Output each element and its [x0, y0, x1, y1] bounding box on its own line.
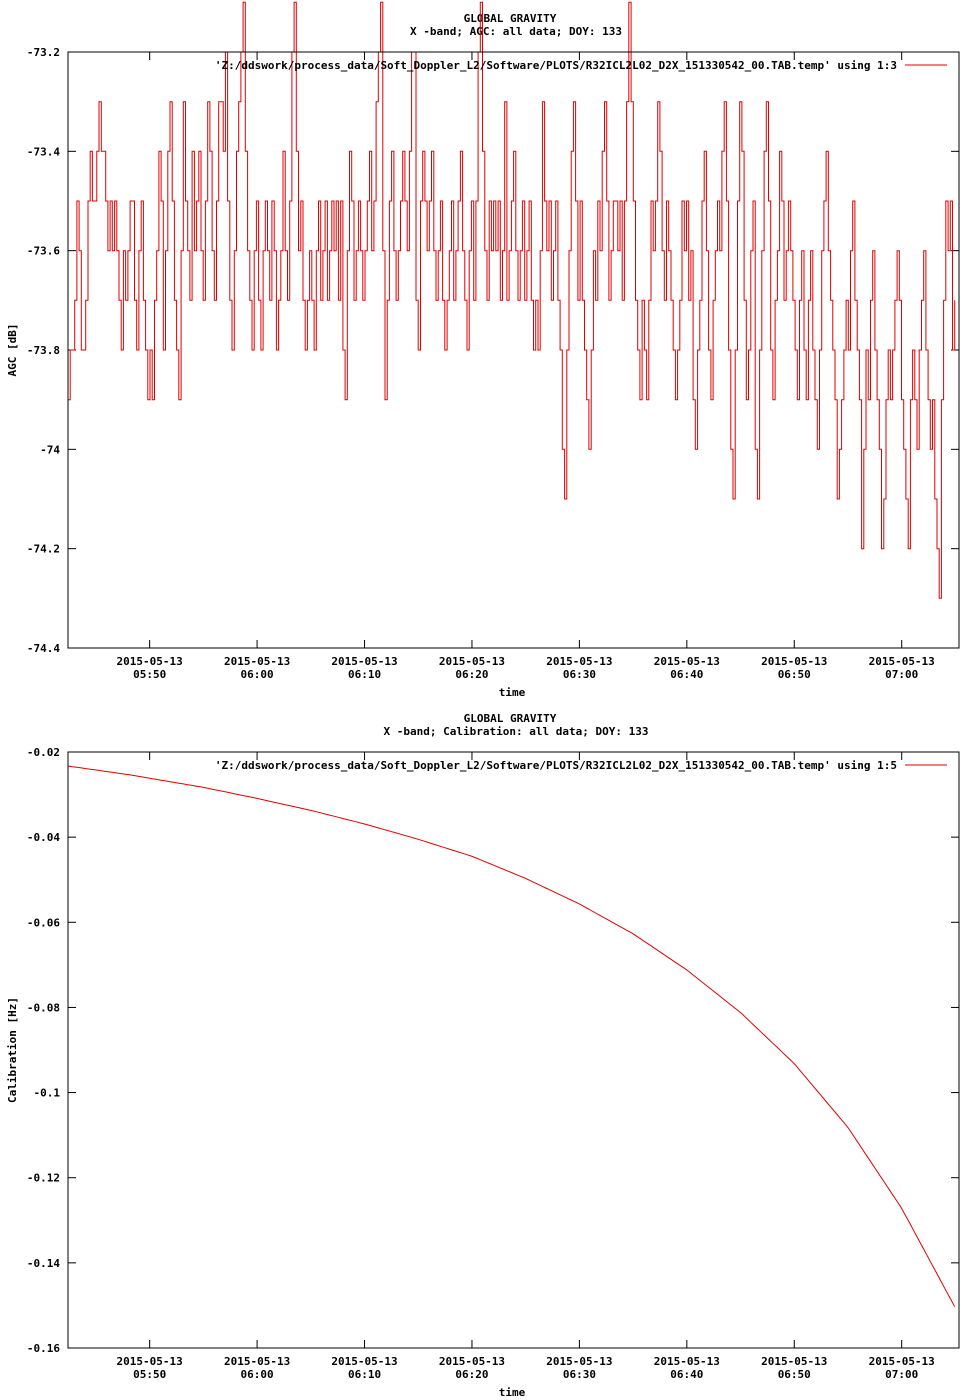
chart-title: GLOBAL GRAVITY — [464, 12, 557, 25]
series-line — [68, 1, 956, 599]
x-tick-time-label: 06:00 — [241, 1368, 274, 1381]
y-axis-label: AGC [dB] — [6, 324, 19, 377]
x-tick-time-label: 06:20 — [455, 1368, 488, 1381]
y-axis-label: Calibration [Hz] — [6, 997, 19, 1103]
y-tick-label: -0.08 — [27, 1001, 60, 1014]
chart-subtitle: X -band; Calibration: all data; DOY: 133 — [384, 725, 649, 738]
y-tick-label: -73.4 — [27, 145, 60, 158]
chart-title: GLOBAL GRAVITY — [464, 712, 557, 725]
agc-series — [68, 1, 956, 599]
x-tick-time-label: 06:00 — [241, 668, 274, 681]
y-tick-label: -0.06 — [27, 916, 60, 929]
x-tick-date-label: 2015-05-13 — [546, 1355, 612, 1368]
x-tick-date-label: 2015-05-13 — [224, 655, 290, 668]
y-tick-label: -0.1 — [34, 1087, 61, 1100]
x-ticks: 2015-05-1305:502015-05-1306:002015-05-13… — [117, 752, 935, 1381]
y-tick-label: -0.04 — [27, 831, 60, 844]
series-line — [67, 765, 956, 1307]
x-tick-date-label: 2015-05-13 — [439, 655, 505, 668]
x-tick-date-label: 2015-05-13 — [224, 1355, 290, 1368]
x-tick-time-label: 05:50 — [133, 668, 166, 681]
x-tick-date-label: 2015-05-13 — [546, 655, 612, 668]
y-tick-label: -0.14 — [27, 1257, 60, 1270]
x-tick-time-label: 06:20 — [455, 668, 488, 681]
y-tick-label: -73.2 — [27, 46, 60, 59]
x-tick-date-label: 2015-05-13 — [117, 1355, 183, 1368]
x-tick-time-label: 06:30 — [563, 1368, 596, 1381]
plot-frame — [67, 751, 960, 1349]
x-tick-time-label: 06:10 — [348, 668, 381, 681]
x-tick-date-label: 2015-05-13 — [439, 1355, 505, 1368]
y-ticks: -0.02 -0.04 -0.06 -0.08 -0.1 -0.12 -0.14 -0.16 — [27, 746, 959, 1355]
x-tick-date-label: 2015-05-13 — [117, 655, 183, 668]
x-tick-time-label: 05:50 — [133, 1368, 166, 1381]
agc-chart: GLOBAL GRAVITY X -band; AGC: all data; D… — [6, 1, 960, 699]
x-axis-label: time — [499, 1386, 526, 1399]
plot-frame — [67, 51, 960, 649]
x-tick-time-label: 06:10 — [348, 1368, 381, 1381]
chart-subtitle: X -band; AGC: all data; DOY: 133 — [410, 25, 622, 38]
x-tick-time-label: 06:40 — [670, 1368, 703, 1381]
y-tick-label: -74 — [40, 443, 60, 456]
x-axis-label: time — [499, 686, 526, 699]
y-tick-label: -74.4 — [27, 642, 60, 655]
x-tick-date-label: 2015-05-13 — [654, 1355, 720, 1368]
y-tick-label: -0.02 — [27, 746, 60, 759]
x-tick-time-label: 06:30 — [563, 668, 596, 681]
calibration-chart: GLOBAL GRAVITY X -band; Calibration: all… — [6, 712, 960, 1399]
x-tick-date-label: 2015-05-13 — [869, 655, 935, 668]
y-tick-label: -73.8 — [27, 344, 60, 357]
x-tick-time-label: 06:40 — [670, 668, 703, 681]
x-tick-time-label: 06:50 — [778, 1368, 811, 1381]
calibration-series — [67, 765, 956, 1307]
y-tick-label: -74.2 — [27, 543, 60, 556]
x-tick-date-label: 2015-05-13 — [869, 1355, 935, 1368]
x-tick-time-label: 06:50 — [778, 668, 811, 681]
x-tick-date-label: 2015-05-13 — [331, 655, 397, 668]
x-tick-time-label: 07:00 — [885, 668, 918, 681]
y-tick-label: -0.16 — [27, 1342, 60, 1355]
x-tick-date-label: 2015-05-13 — [331, 1355, 397, 1368]
x-ticks: 2015-05-1305:502015-05-1306:002015-05-13… — [117, 52, 935, 681]
x-tick-date-label: 2015-05-13 — [654, 655, 720, 668]
y-tick-label: -73.6 — [27, 245, 60, 258]
x-tick-time-label: 07:00 — [885, 1368, 918, 1381]
legend-label: 'Z:/ddswork/process_data/Soft_Doppler_L2… — [215, 59, 897, 72]
y-tick-label: -0.12 — [27, 1172, 60, 1185]
x-tick-date-label: 2015-05-13 — [761, 1355, 827, 1368]
x-tick-date-label: 2015-05-13 — [761, 655, 827, 668]
legend-label: 'Z:/ddswork/process_data/Soft_Doppler_L2… — [215, 759, 897, 772]
